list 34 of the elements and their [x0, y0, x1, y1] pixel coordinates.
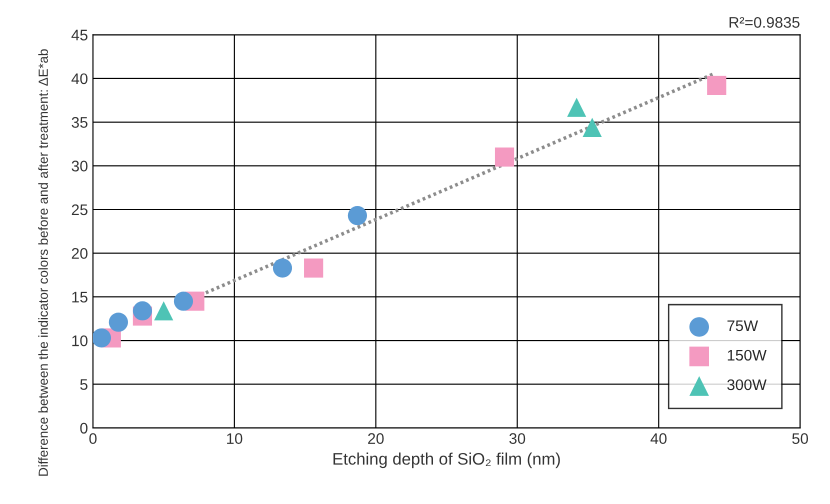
x-tick-label: 0	[89, 433, 97, 444]
y-tick-label: 30	[72, 160, 88, 172]
point	[348, 206, 368, 226]
y-tick-label: 15	[72, 292, 88, 303]
legend-label: 75W	[727, 320, 758, 332]
y-tick-label: 25	[72, 204, 88, 216]
point	[582, 118, 602, 137]
legend-label: 150W	[728, 350, 767, 361]
y-tick-label: 35	[72, 117, 88, 128]
point	[567, 98, 586, 117]
point	[174, 292, 194, 311]
point	[108, 312, 128, 332]
x-tick-label: 20	[368, 433, 384, 444]
y-tick-label: 5	[80, 379, 88, 390]
y-axis-title: Difference between the indicator colors before and after treatment: ΔE*ab	[38, 49, 48, 476]
point	[494, 148, 514, 167]
point	[92, 328, 112, 348]
x-axis-title: Etching depth of SiO₂ film (nm)	[334, 452, 560, 468]
y-tick-label: 40	[71, 73, 88, 84]
y-tick-label: 0	[80, 422, 88, 434]
y-tick-label: 10	[72, 335, 88, 346]
y-tick-label: 20	[72, 248, 88, 259]
point	[304, 258, 324, 278]
point	[707, 76, 726, 96]
legend-label: 300W	[727, 379, 767, 390]
x-tick-label: 10	[227, 433, 242, 444]
x-tick-label: 30	[509, 433, 526, 444]
y-tick-label: 45	[71, 30, 88, 40]
point	[272, 258, 292, 278]
x-tick-label: 50	[792, 433, 808, 444]
point	[154, 301, 174, 320]
x-tick-label: 40	[650, 433, 667, 444]
point	[132, 301, 152, 320]
text: R²=0.9835	[730, 17, 800, 28]
